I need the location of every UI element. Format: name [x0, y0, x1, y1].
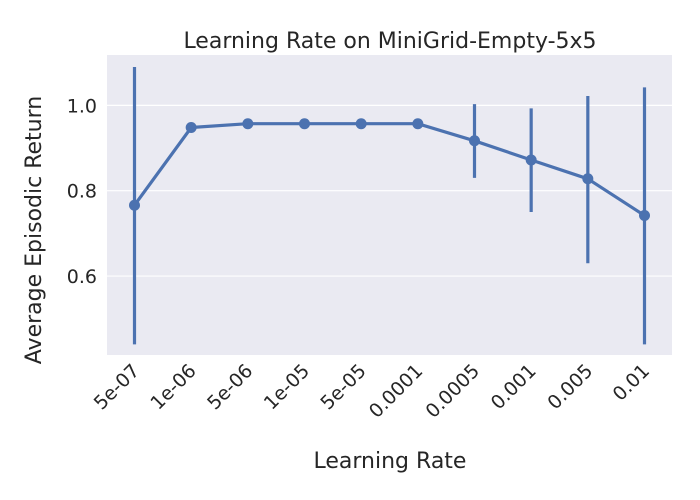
x-axis-label: Learning Rate: [314, 449, 467, 474]
x-tick-label: 0.0001: [365, 360, 428, 423]
data-point: [185, 122, 197, 134]
data-point: [242, 118, 254, 130]
x-tick-label: 0.01: [609, 360, 654, 405]
y-tick-label: 0.8: [67, 181, 97, 203]
x-tick-label: 0.005: [543, 360, 597, 414]
chart-title: Learning Rate on MiniGrid-Empty-5x5: [183, 29, 596, 54]
x-tick-label: 0.001: [487, 360, 541, 414]
y-tick-label: 1.0: [67, 95, 97, 117]
data-point: [129, 199, 140, 211]
x-tick-label: 5e-06: [203, 360, 257, 414]
x-tick-label: 0.0005: [421, 360, 484, 423]
data-point: [412, 118, 424, 130]
data-point: [355, 118, 367, 130]
y-tick-label: 0.6: [67, 266, 97, 288]
y-axis-label: Average Episodic Return: [22, 96, 47, 364]
x-tick-label: 1e-05: [260, 360, 314, 414]
data-point: [582, 173, 594, 185]
x-tick-label: 1e-06: [146, 360, 200, 414]
x-tick-label: 5e-05: [316, 360, 370, 414]
data-point: [469, 135, 480, 147]
data-point: [525, 154, 537, 166]
data-point: [639, 209, 650, 221]
series-line: [132, 122, 647, 218]
x-tick-label: 5e-07: [90, 360, 144, 414]
data-point: [299, 118, 310, 130]
